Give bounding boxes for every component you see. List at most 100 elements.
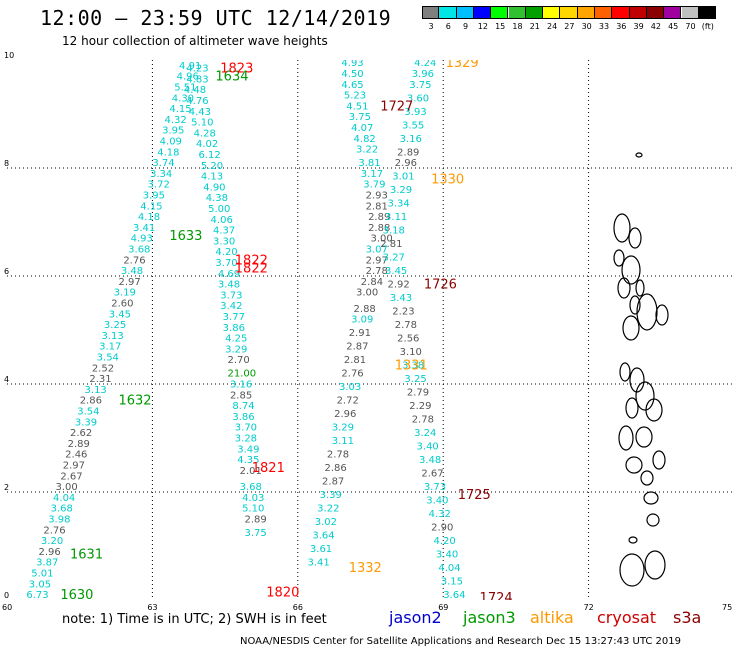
island-outline (613, 213, 631, 243)
swh-label: 2.86 (324, 463, 346, 474)
swh-label: 4.32 (165, 115, 187, 126)
swh-label: 4.65 (341, 80, 363, 91)
swh-label: 3.68 (51, 504, 73, 515)
map-plot: 6.73 3.05 5.01 3.87 2.96 3.20 2.76 3.98 3.68 4.04… (7, 60, 734, 600)
island-outline (628, 227, 642, 249)
page-title: 12:00 – 23:59 UTC 12/14/2019 (40, 6, 392, 30)
swh-label: 2.46 (65, 450, 87, 461)
track-time-label: 1630 (60, 588, 93, 600)
colorbar-label: 18 (512, 22, 523, 31)
swh-label: 3.20 (41, 536, 63, 547)
island-outline (629, 367, 645, 393)
colorbar-label: 24 (547, 22, 558, 31)
swh-label: 3.16 (400, 134, 422, 145)
swh-label: 4.24 (414, 60, 436, 69)
swh-label: 2.89 (68, 439, 90, 450)
track-time-label: 1329 (446, 60, 479, 71)
swh-label: 3.03 (339, 382, 361, 393)
swh-label: 4.48 (184, 85, 206, 96)
track-time-label: 1822 (235, 261, 268, 276)
swh-label: 3.54 (97, 353, 119, 364)
swh-label: 3.09 (351, 315, 373, 326)
colorbar-swatch (595, 6, 613, 19)
swh-label: 2.60 (111, 299, 133, 310)
swh-label: 2.81 (366, 201, 388, 212)
swh-label: 3.48 (419, 455, 441, 466)
swh-label: 3.48 (218, 280, 240, 291)
colorbar-label: 45 (668, 22, 679, 31)
swh-label: 3.72 (148, 180, 170, 191)
swh-label: 3.48 (121, 266, 143, 277)
swh-label: 4.18 (157, 147, 179, 158)
swh-label: 3.73 (424, 482, 446, 493)
swh-label: 3.25 (104, 320, 126, 331)
swh-label: 4.32 (429, 509, 451, 520)
y-tick-label: 10 (4, 51, 15, 60)
track-time-label: 1631 (70, 548, 103, 563)
colorbar-label: (ft) (701, 22, 714, 31)
swh-label: 5.23 (344, 91, 366, 102)
swh-label: 5.10 (242, 504, 264, 515)
swh-label: 3.27 (383, 253, 405, 264)
island-outline (646, 513, 660, 527)
swh-label: 4.20 (434, 536, 456, 547)
swh-label: 3.30 (213, 236, 235, 247)
swh-label: 3.00 (371, 234, 393, 245)
colorbar-swatch (473, 6, 492, 19)
footer-credit: NOAA/NESDIS Center for Satellite Applica… (240, 636, 682, 647)
swh-label: 2.91 (349, 328, 371, 339)
island-outline (644, 550, 666, 580)
swh-label: 3.64 (443, 590, 465, 600)
swh-label: 5.20 (201, 161, 223, 172)
island-outline (617, 277, 631, 299)
swh-label: 3.11 (385, 212, 407, 223)
track-time-label: 1726 (424, 278, 457, 293)
colorbar-swatch (422, 6, 440, 19)
swh-label: 3.95 (143, 191, 165, 202)
swh-label: 4.13 (201, 172, 223, 183)
island-outline (619, 362, 631, 382)
track-time-label: 1727 (380, 99, 413, 114)
y-tick-label: 8 (4, 159, 10, 168)
swh-label: 3.45 (109, 309, 131, 320)
swh-label: 5.51 (174, 83, 196, 94)
track-time-label: 1332 (349, 561, 382, 576)
island-outline (621, 255, 641, 285)
swh-label: 3.24 (414, 428, 436, 439)
legend-item-jason3: jason3 (463, 608, 516, 627)
swh-label: 3.07 (366, 245, 388, 256)
colorbar-label: 27 (564, 22, 575, 31)
swh-label: 3.05 (29, 579, 51, 590)
swh-label: 4.15 (169, 104, 191, 115)
swh-label: 2.56 (397, 334, 419, 345)
swh-label: 2.96 (334, 409, 356, 420)
swh-label: 2.86 (80, 396, 102, 407)
swh-label: 3.17 (99, 342, 121, 353)
swh-label: 3.74 (152, 158, 174, 169)
swh-label: 4.93 (131, 234, 153, 245)
swh-label: 4.37 (213, 226, 235, 237)
swh-label: 3.81 (358, 158, 380, 169)
swh-label: 3.13 (102, 331, 124, 342)
swh-label: 3.96 (412, 69, 434, 80)
colorbar-label: 12 (477, 22, 488, 31)
swh-label: 4.43 (189, 107, 211, 118)
swh-label: 2.81 (380, 239, 402, 250)
swh-label: 4.25 (225, 334, 247, 345)
swh-label: 2.97 (366, 255, 388, 266)
swh-label: 2.70 (228, 355, 250, 366)
swh-label: 4.03 (242, 493, 264, 504)
swh-label: 4.35 (237, 455, 259, 466)
swh-label: 4.28 (194, 128, 216, 139)
swh-label: 4.04 (438, 563, 460, 574)
swh-label: 4.76 (186, 96, 208, 107)
swh-label: 3.86 (223, 323, 245, 334)
legend-item-jason2: jason2 (389, 608, 442, 627)
swh-label: 2.76 (43, 525, 65, 536)
island-outline (629, 295, 641, 315)
track-time-label: 1633 (169, 229, 202, 244)
swh-label: 2.78 (366, 266, 388, 277)
swh-label: 3.15 (441, 577, 463, 588)
swh-label: 3.19 (114, 288, 136, 299)
swh-label: 6.12 (198, 150, 220, 161)
